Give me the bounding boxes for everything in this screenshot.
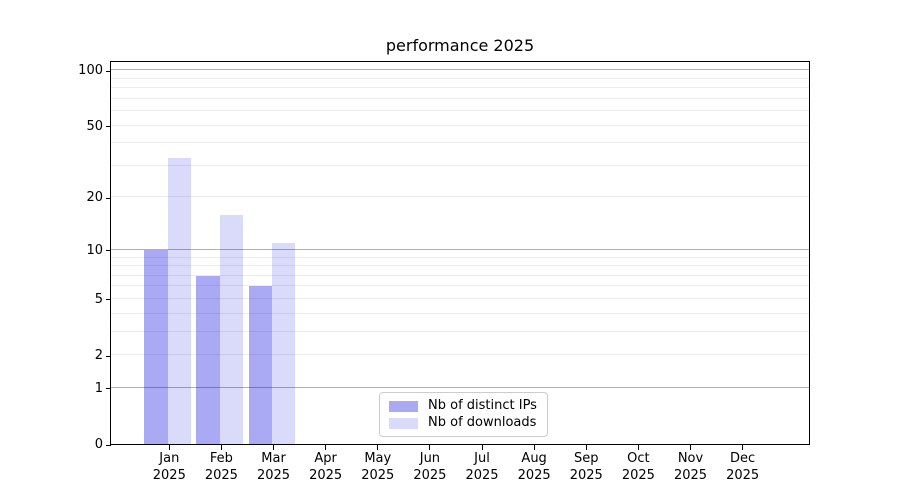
plot-area xyxy=(110,61,810,445)
bar xyxy=(167,158,191,444)
y-axis-tick-label: 2 xyxy=(94,348,103,363)
minor-gridline xyxy=(111,196,809,198)
minor-gridline xyxy=(111,265,809,267)
x-label-year: 2025 xyxy=(726,468,760,483)
x-axis-tick xyxy=(690,445,691,450)
minor-gridline xyxy=(111,77,809,79)
x-label-year: 2025 xyxy=(569,468,603,483)
x-axis-tick-label: Jun 2025 xyxy=(398,450,462,484)
minor-gridline xyxy=(111,97,809,99)
x-label-month: Jun xyxy=(419,451,441,466)
minor-gridline xyxy=(111,256,809,258)
minor-gridline xyxy=(111,274,809,276)
major-gridline xyxy=(111,69,809,71)
x-axis-tick-label: Oct 2025 xyxy=(606,450,670,484)
x-axis-tick xyxy=(168,445,170,450)
x-label-month: Feb xyxy=(209,451,233,466)
legend-label: Nb of downloads xyxy=(428,415,537,430)
y-axis-tick-label: 0 xyxy=(94,437,103,452)
x-label-month: Jan xyxy=(159,451,180,466)
x-axis-tick xyxy=(325,445,327,450)
x-axis-tick xyxy=(481,445,483,450)
bar xyxy=(271,242,296,444)
x-axis-tick xyxy=(429,445,431,450)
x-axis-tick-label: Jul 2025 xyxy=(450,450,514,484)
bar xyxy=(144,249,168,444)
x-axis-tick xyxy=(273,445,275,450)
x-axis-tick-label: Dec 2025 xyxy=(711,450,775,484)
minor-gridline xyxy=(111,87,809,89)
x-label-year: 2025 xyxy=(309,468,343,483)
y-axis-tick xyxy=(106,70,111,72)
y-axis-tick-label: 1 xyxy=(94,380,103,396)
x-axis-tick xyxy=(742,445,744,450)
x-label-year: 2025 xyxy=(204,468,238,483)
x-label-year: 2025 xyxy=(152,468,186,483)
y-axis-tick-label: 100 xyxy=(78,63,103,79)
x-label-year: 2025 xyxy=(621,468,655,483)
legend-item: Nb of downloads xyxy=(389,415,538,431)
x-label-year: 2025 xyxy=(517,468,551,483)
x-axis-tick-label: Apr 2025 xyxy=(294,450,358,484)
minor-gridline xyxy=(111,297,809,299)
x-label-month: Aug xyxy=(521,451,547,466)
x-axis-tick-label: Nov 2025 xyxy=(659,450,723,484)
y-axis-tick xyxy=(106,388,111,390)
legend-label: Nb of distinct IPs xyxy=(428,398,537,413)
major-gridline xyxy=(111,248,809,250)
y-axis-tick-label: 20 xyxy=(86,190,103,206)
y-axis-tick xyxy=(106,126,111,128)
x-axis-tick-label: Feb 2025 xyxy=(189,450,253,484)
x-label-month: Sep xyxy=(573,451,599,466)
x-axis-tick-label: Mar 2025 xyxy=(242,450,306,484)
bar xyxy=(196,275,220,444)
minor-gridline xyxy=(111,164,809,166)
x-label-year: 2025 xyxy=(413,468,447,483)
y-axis-tick xyxy=(106,197,111,199)
y-axis-tick-label: 5 xyxy=(94,291,103,307)
legend-swatch xyxy=(389,400,418,412)
minor-gridline xyxy=(111,312,809,314)
legend-item: Nb of distinct IPs xyxy=(389,398,538,414)
x-axis-tick-label: Jan 2025 xyxy=(137,450,201,484)
minor-gridline xyxy=(111,124,809,126)
x-axis-tick xyxy=(377,445,379,450)
x-axis-tick-label: Aug 2025 xyxy=(502,450,566,484)
chart-title: performance 2025 xyxy=(385,36,535,55)
x-axis-tick xyxy=(585,445,587,450)
legend-swatch xyxy=(389,417,418,429)
y-axis-tick xyxy=(106,299,111,301)
minor-gridline xyxy=(111,330,809,332)
minor-gridline xyxy=(111,110,809,112)
x-label-month: Nov xyxy=(677,451,704,466)
x-label-year: 2025 xyxy=(256,468,291,483)
x-axis-tick-label: Sep 2025 xyxy=(554,450,618,484)
legend: Nb of distinct IPs Nb of downloads xyxy=(379,392,548,437)
x-label-month: Dec xyxy=(730,451,756,466)
x-axis-tick xyxy=(637,445,639,450)
x-label-month: May xyxy=(364,451,392,466)
major-gridline xyxy=(111,386,809,388)
x-axis-tick xyxy=(533,445,535,450)
minor-gridline xyxy=(111,354,809,356)
x-label-month: Oct xyxy=(627,451,650,466)
y-axis-tick xyxy=(106,444,111,446)
x-label-month: Mar xyxy=(261,451,286,466)
y-axis-tick xyxy=(106,355,111,357)
y-axis-tick xyxy=(106,250,111,252)
y-axis-tick-label: 50 xyxy=(86,118,103,134)
y-axis-tick-label: 10 xyxy=(86,242,103,258)
x-axis-tick xyxy=(220,445,222,450)
x-label-year: 2025 xyxy=(673,468,708,483)
bar xyxy=(219,214,244,444)
x-label-year: 2025 xyxy=(361,468,395,483)
x-label-year: 2025 xyxy=(465,468,499,483)
bar xyxy=(248,286,272,444)
x-label-month: Apr xyxy=(314,451,337,466)
minor-gridline xyxy=(111,142,809,144)
x-label-month: Jul xyxy=(474,451,490,466)
x-axis-tick-label: May 2025 xyxy=(346,450,410,484)
minor-gridline xyxy=(111,285,809,287)
